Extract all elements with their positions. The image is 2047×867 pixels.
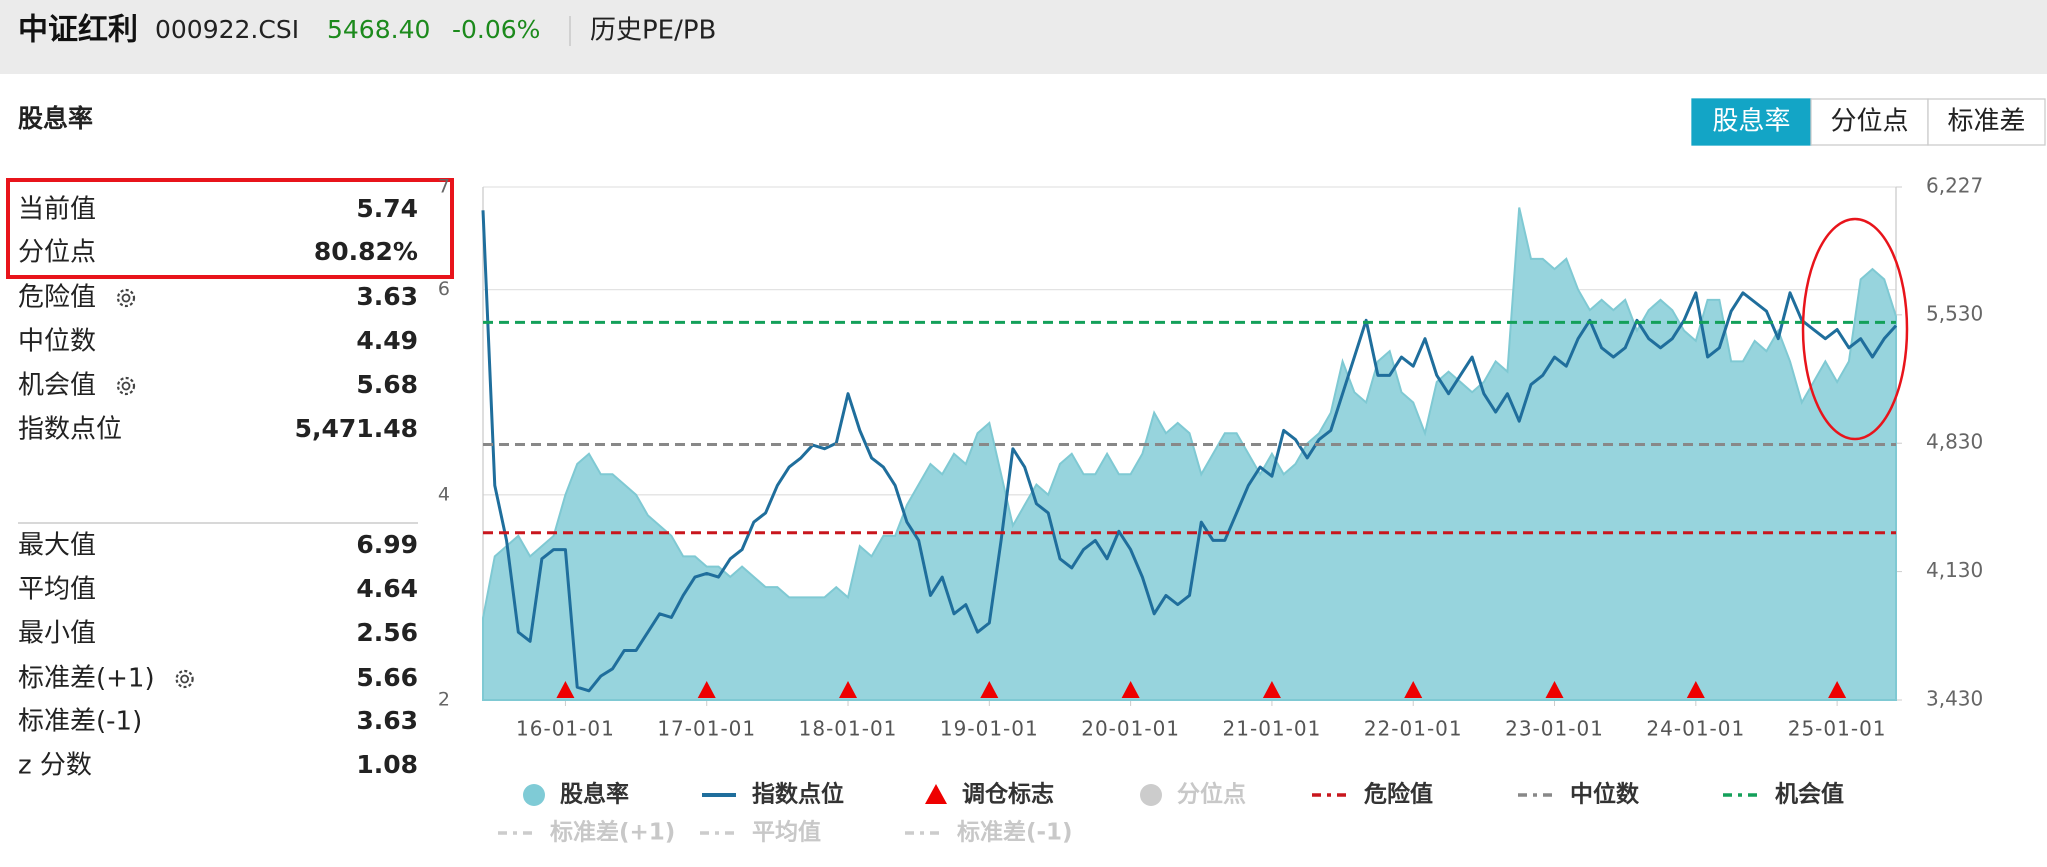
x-tick-label: 18-01-01 (799, 717, 898, 741)
stat-label: 指数点位 (18, 415, 122, 445)
stat-value: 3.63 (356, 706, 418, 735)
rebalance-marker (1404, 681, 1423, 698)
rebalance-marker (980, 681, 999, 698)
stat-label: 分位点 (18, 238, 96, 268)
x-tick-label: 24-01-01 (1646, 717, 1745, 741)
tab[interactable] (1927, 98, 2046, 146)
index-code: 000922.CSI (155, 15, 299, 44)
yield-area (482, 207, 1897, 701)
y-tick-label: 2 (438, 689, 450, 711)
gear-icon[interactable] (175, 669, 194, 689)
index-line (481, 210, 1898, 693)
stat-value: 6.99 (356, 530, 418, 559)
legend-label[interactable]: 中位数 (1570, 781, 1640, 808)
highlight-box (6, 178, 454, 279)
y2-tick-label: 6,227 (1926, 174, 1983, 198)
stat-label: 标准差(-1) (18, 707, 142, 737)
pe-pb-link[interactable]: 历史PE/PB (590, 16, 716, 46)
legend-label[interactable]: 标准差(+1) (550, 819, 675, 846)
legend-symbol (925, 784, 947, 804)
gear-hole (180, 674, 190, 684)
stat-value: 4.49 (356, 326, 418, 355)
tab-label: 标准差 (1947, 107, 2025, 137)
header-bar (0, 0, 2047, 74)
rebalance-marker (1545, 681, 1564, 698)
rebalance-marker (1686, 681, 1705, 698)
legend-label[interactable]: 分位点 (1177, 781, 1246, 808)
gear-hole (121, 381, 131, 391)
legend-symbol (1140, 784, 1162, 806)
index-price: 5468.40 (327, 15, 430, 44)
stat-label: 危险值 (18, 283, 96, 313)
y2-tick-label: 3,430 (1926, 687, 1983, 711)
gear-icon[interactable] (116, 288, 136, 308)
y2-tick-label: 4,130 (1926, 558, 1983, 582)
x-tick-label: 22-01-01 (1364, 717, 1463, 741)
stat-label: 标准差(+1) (18, 664, 155, 694)
x-tick-label: 20-01-01 (1081, 717, 1180, 741)
section-title: 股息率 (18, 104, 93, 133)
x-tick-label: 21-01-01 (1223, 717, 1322, 741)
y-tick-label: 7 (438, 176, 450, 198)
rebalance-marker (1828, 681, 1847, 698)
tab-label: 股息率 (1712, 107, 1790, 137)
rebalance-marker (839, 681, 858, 698)
stat-value: 5.66 (356, 663, 418, 692)
tab[interactable] (1691, 98, 1812, 146)
stat-label: 机会值 (18, 371, 96, 401)
stat-label: 中位数 (18, 327, 96, 357)
stat-label: z 分数 (18, 751, 92, 781)
x-tick-label: 16-01-01 (516, 717, 615, 741)
index-change: -0.06% (452, 15, 540, 44)
x-tick-label: 25-01-01 (1788, 717, 1887, 741)
stat-label: 最小值 (18, 619, 96, 649)
gear-icon[interactable] (116, 376, 136, 396)
stat-label: 平均值 (18, 575, 96, 605)
highlight-ellipse (1801, 217, 1909, 441)
stat-label: 最大值 (18, 531, 96, 561)
legend-label[interactable]: 机会值 (1775, 781, 1844, 808)
stat-value: 2.56 (356, 618, 418, 647)
legend-label[interactable]: 标准差(-1) (957, 819, 1073, 846)
y2-tick-label: 4,830 (1926, 430, 1983, 454)
legend-label[interactable]: 平均值 (752, 819, 821, 846)
legend-symbol (523, 784, 545, 806)
stat-value: 4.64 (356, 574, 418, 603)
y-tick-label: 4 (438, 483, 450, 505)
stat-value: 1.08 (356, 750, 418, 779)
stat-label: 当前值 (18, 195, 96, 225)
x-tick-label: 23-01-01 (1505, 717, 1604, 741)
stat-value: 5.74 (356, 194, 418, 223)
rebalance-marker (697, 681, 716, 698)
rebalance-marker (1121, 681, 1140, 698)
rebalance-marker (556, 681, 575, 698)
stat-value: 5.68 (356, 370, 418, 399)
x-tick-label: 19-01-01 (940, 717, 1039, 741)
legend-label[interactable]: 股息率 (560, 781, 629, 808)
stat-value: 3.63 (356, 282, 418, 311)
rebalance-marker (1262, 681, 1281, 698)
y2-tick-label: 5,530 (1926, 301, 1983, 325)
legend-label[interactable]: 调仓标志 (962, 781, 1054, 808)
stat-value: 80.82% (314, 237, 418, 266)
index-name: 中证红利 (18, 13, 138, 48)
gear-hole (121, 293, 131, 303)
legend-label[interactable]: 指数点位 (752, 781, 844, 808)
y-tick-label: 6 (438, 278, 450, 300)
tab-label: 分位点 (1830, 107, 1908, 137)
x-tick-label: 17-01-01 (657, 717, 756, 741)
stat-value: 5,471.48 (295, 414, 418, 443)
legend-label[interactable]: 危险值 (1364, 781, 1433, 808)
